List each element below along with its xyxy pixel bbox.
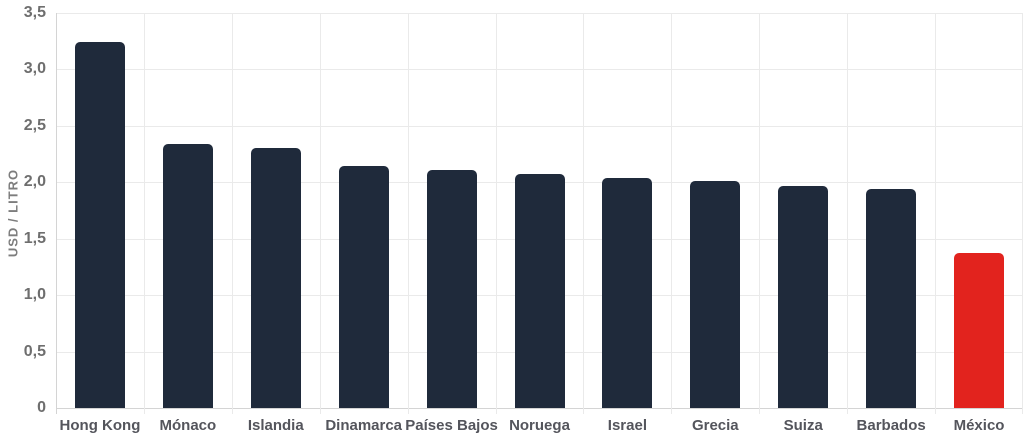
bar-monaco[interactable] (162, 143, 213, 408)
x-tick-label-paises-bajos: Países Bajos (405, 417, 498, 434)
x-tick-label-noruega: Noruega (509, 417, 570, 434)
v-gridline (759, 13, 761, 414)
x-tick-label-israel: Israel (607, 417, 647, 434)
x-tick-label-dinamarca: Dinamarca (325, 417, 403, 434)
v-gridline (847, 13, 849, 414)
bar-grecia[interactable] (690, 181, 741, 408)
v-gridline (407, 13, 409, 414)
bar-mexico[interactable] (954, 253, 1005, 408)
h-gridline (56, 69, 1023, 71)
bar-dinamarca[interactable] (338, 166, 389, 408)
y-tick-label: 1,5 (23, 229, 46, 247)
v-gridline (319, 13, 321, 414)
y-tick-label: 2,5 (23, 116, 46, 134)
x-tick-label-hong-kong: Hong Kong (59, 417, 141, 434)
y-tick-label: 3,0 (23, 60, 46, 78)
y-tick-label: 3,5 (23, 4, 46, 21)
v-gridline (495, 13, 497, 414)
v-gridline (671, 13, 673, 414)
x-tick-label-suiza: Suiza (783, 417, 823, 434)
bar-noruega[interactable] (514, 174, 565, 408)
h-gridline (56, 125, 1023, 127)
x-tick-label-monaco: Mónaco (159, 417, 217, 434)
bar-barbados[interactable] (866, 189, 917, 408)
y-tick-label: 1,0 (23, 286, 46, 304)
x-tick-label-mexico: México (953, 417, 1005, 434)
v-gridline (935, 13, 937, 414)
y-axis-line (56, 13, 57, 414)
bar-hong-kong[interactable] (74, 42, 125, 408)
x-axis-line (56, 408, 1023, 409)
v-gridline (231, 13, 233, 414)
v-gridline (1022, 13, 1023, 414)
x-tick-label-grecia: Grecia (691, 417, 739, 434)
bar-paises-bajos[interactable] (426, 169, 477, 408)
v-gridline (583, 13, 585, 414)
y-tick-label: 0 (37, 399, 46, 416)
bar-suiza[interactable] (778, 185, 829, 408)
bar-islandia[interactable] (250, 148, 301, 408)
x-tick-label-islandia: Islandia (247, 417, 304, 434)
x-tick-label-barbados: Barbados (856, 417, 926, 434)
h-gridline (56, 13, 1023, 14)
y-tick-label: 2,0 (23, 173, 46, 191)
v-gridline (143, 13, 145, 414)
y-tick-label: 0,5 (23, 342, 46, 360)
bar-israel[interactable] (602, 177, 653, 408)
